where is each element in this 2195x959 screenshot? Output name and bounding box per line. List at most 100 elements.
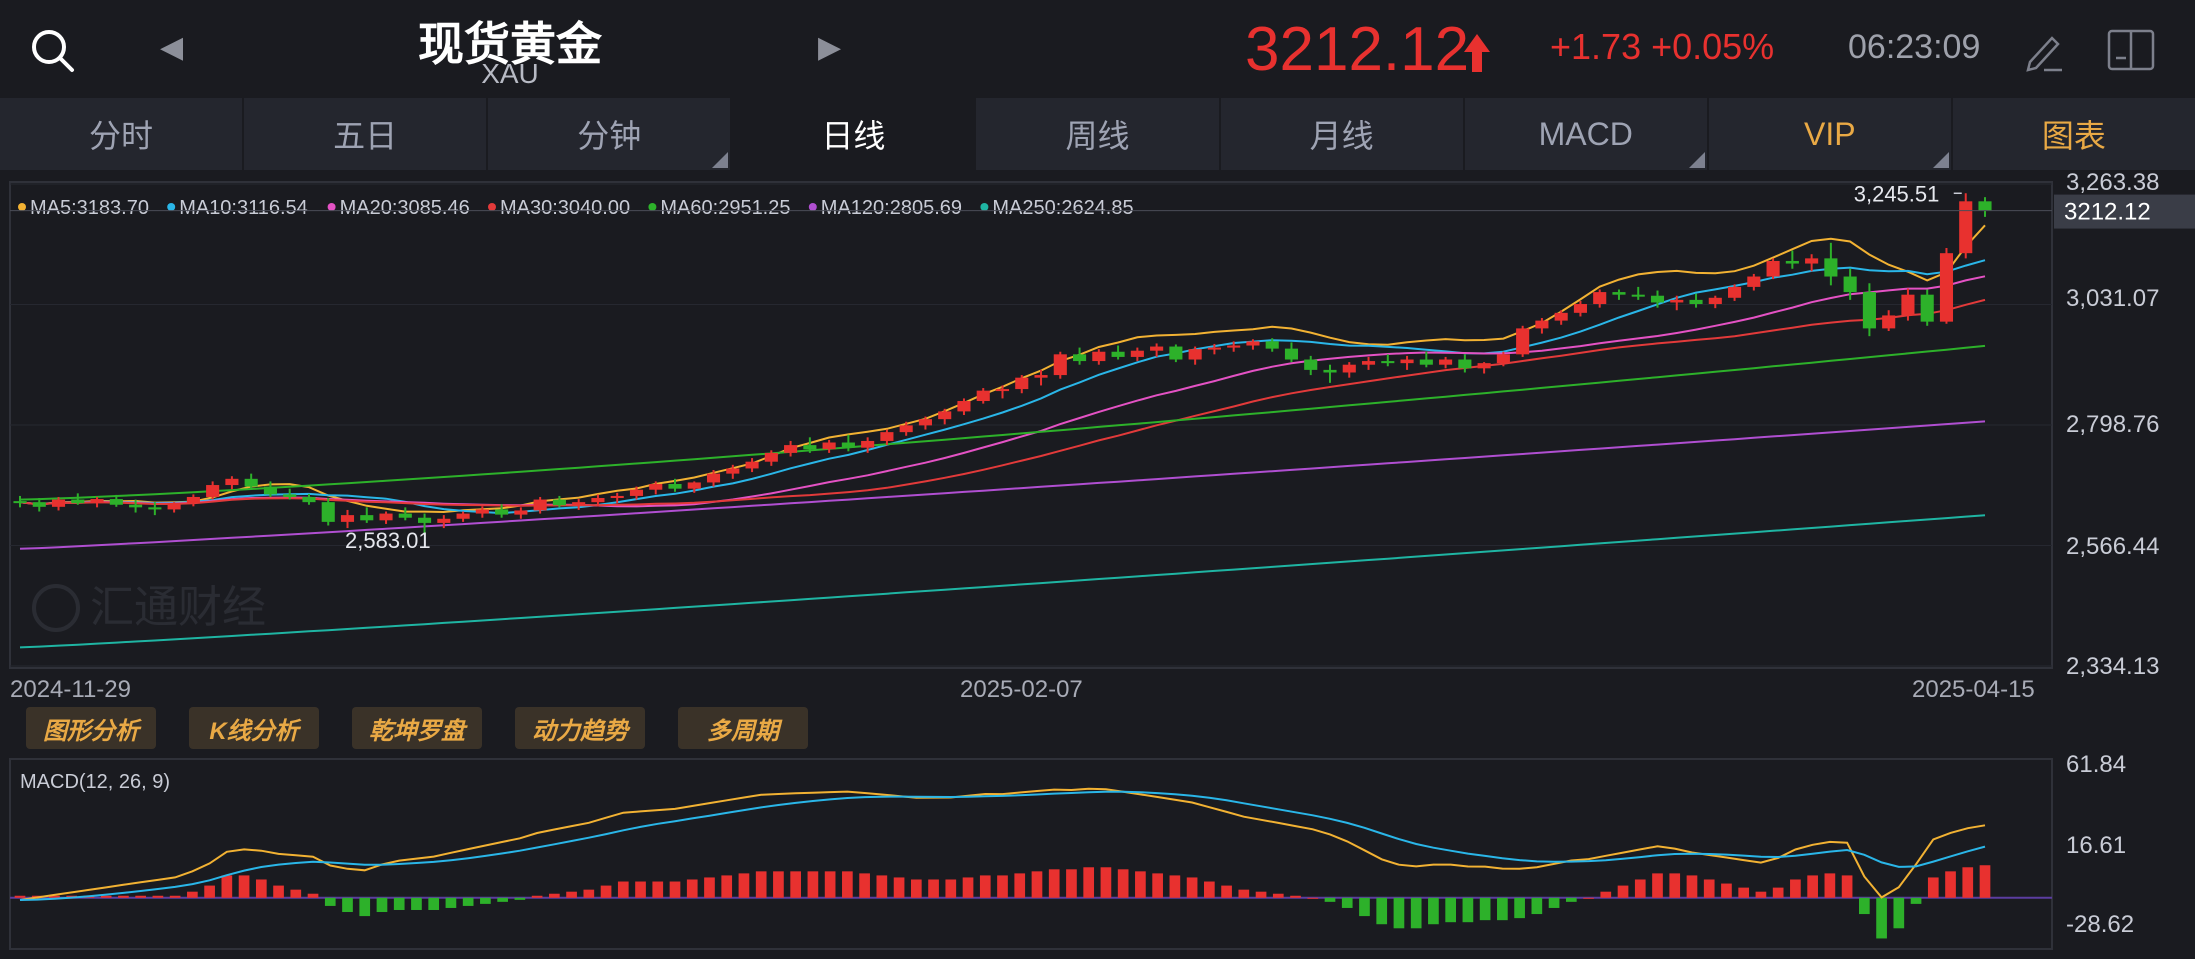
- candle-body[interactable]: [1535, 320, 1549, 329]
- candle-body[interactable]: [1246, 341, 1260, 346]
- tab-0[interactable]: 分时: [0, 98, 245, 170]
- candle-body[interactable]: [167, 503, 181, 510]
- candle-body[interactable]: [1439, 359, 1453, 365]
- candle-body[interactable]: [591, 498, 605, 503]
- candle-body[interactable]: [668, 484, 682, 489]
- tool-multi-period-button[interactable]: 多周期: [678, 707, 808, 749]
- candle-body[interactable]: [1381, 361, 1395, 364]
- candle-body[interactable]: [822, 442, 836, 450]
- candle-body[interactable]: [1708, 297, 1722, 305]
- candle-body[interactable]: [109, 499, 123, 505]
- candle-body[interactable]: [1169, 346, 1183, 360]
- candle-body[interactable]: [1612, 292, 1626, 295]
- candle-body[interactable]: [1015, 377, 1029, 390]
- candle-body[interactable]: [995, 389, 1010, 392]
- candle-body[interactable]: [745, 461, 759, 469]
- candle-body[interactable]: [552, 499, 566, 506]
- candle-body[interactable]: [1689, 299, 1703, 305]
- tool-momentum-button[interactable]: 动力趋势: [515, 707, 645, 749]
- candle-body[interactable]: [340, 515, 355, 522]
- tab-1[interactable]: 五日: [244, 98, 489, 170]
- candle-body[interactable]: [938, 411, 952, 420]
- candle-body[interactable]: [1670, 299, 1684, 303]
- candle-body[interactable]: [976, 390, 990, 402]
- candle-body[interactable]: [533, 499, 547, 511]
- candle-body[interactable]: [51, 499, 66, 507]
- candle-body[interactable]: [1554, 312, 1568, 321]
- candle-body[interactable]: [803, 445, 817, 450]
- candle-body[interactable]: [1053, 354, 1067, 376]
- candle-body[interactable]: [1207, 347, 1221, 350]
- candle-body[interactable]: [244, 478, 258, 487]
- candle-body[interactable]: [1631, 294, 1645, 297]
- candle-body[interactable]: [379, 513, 393, 521]
- candle-body[interactable]: [687, 482, 701, 489]
- candle-body[interactable]: [726, 468, 740, 474]
- next-symbol-icon[interactable]: ▶: [818, 31, 842, 64]
- candle-body[interactable]: [1901, 294, 1915, 316]
- tool-graph-analysis-button[interactable]: 图形分析: [26, 707, 156, 749]
- candle-body[interactable]: [1650, 295, 1665, 303]
- candle-body[interactable]: [1516, 328, 1530, 355]
- candle-body[interactable]: [283, 494, 297, 497]
- candle-body[interactable]: [880, 432, 894, 441]
- candle-body[interactable]: [1073, 354, 1087, 362]
- candle-body[interactable]: [1419, 359, 1433, 365]
- candle-body[interactable]: [899, 425, 913, 433]
- candle-body[interactable]: [841, 442, 855, 448]
- tool-compass-button[interactable]: 乾坤罗盘: [352, 707, 482, 749]
- candle-body[interactable]: [32, 502, 46, 507]
- draw-pen-icon[interactable]: [2022, 28, 2066, 72]
- candle-body[interactable]: [1130, 350, 1144, 357]
- candle-body[interactable]: [1805, 258, 1819, 264]
- candle-body[interactable]: [1304, 359, 1318, 370]
- layout-switch-icon[interactable]: [2106, 28, 2156, 72]
- candle-body[interactable]: [629, 489, 644, 496]
- candle-body[interactable]: [1265, 341, 1279, 349]
- tool-kline-analysis-button[interactable]: K线分析: [189, 707, 319, 749]
- search-icon[interactable]: [28, 26, 78, 76]
- candle-body[interactable]: [1573, 304, 1587, 313]
- tab-7[interactable]: VIP: [1709, 98, 1953, 170]
- tab-8[interactable]: 图表: [1953, 98, 2195, 170]
- candle-body[interactable]: [1361, 361, 1376, 365]
- candle-body[interactable]: [418, 517, 432, 523]
- tab-3[interactable]: 日线: [732, 98, 977, 170]
- candle-body[interactable]: [1496, 354, 1510, 364]
- candle-body[interactable]: [764, 452, 778, 462]
- candle-body[interactable]: [514, 510, 528, 515]
- candle-body[interactable]: [71, 499, 85, 504]
- candle-body[interactable]: [1034, 375, 1048, 378]
- candle-body[interactable]: [1843, 276, 1857, 293]
- candle-body[interactable]: [398, 513, 412, 518]
- candle-body[interactable]: [456, 513, 470, 519]
- candle-body[interactable]: [572, 502, 586, 506]
- candle-body[interactable]: [206, 485, 220, 497]
- tab-2[interactable]: 分钟: [488, 98, 733, 170]
- candle-body[interactable]: [1862, 292, 1876, 329]
- candle-body[interactable]: [861, 440, 875, 448]
- candle-body[interactable]: [1939, 253, 1954, 322]
- candle-body[interactable]: [1150, 346, 1164, 351]
- candle-body[interactable]: [186, 496, 200, 504]
- candle-body[interactable]: [1342, 364, 1356, 373]
- candle-body[interactable]: [1111, 351, 1125, 357]
- tab-5[interactable]: 月线: [1221, 98, 1465, 170]
- candle-body[interactable]: [918, 419, 932, 426]
- candle-body[interactable]: [1477, 363, 1491, 369]
- candle-body[interactable]: [1959, 201, 1973, 254]
- candle-body[interactable]: [1747, 276, 1761, 287]
- candle-body[interactable]: [1785, 260, 1799, 264]
- candle-body[interactable]: [1766, 260, 1780, 277]
- tab-6[interactable]: MACD: [1465, 98, 1709, 170]
- candle-body[interactable]: [1824, 258, 1838, 277]
- candle-body[interactable]: [1458, 359, 1472, 369]
- candle-body[interactable]: [1882, 315, 1896, 329]
- candle-body[interactable]: [706, 473, 721, 483]
- candle-body[interactable]: [649, 484, 663, 490]
- previous-symbol-icon[interactable]: ◀: [160, 31, 184, 64]
- candle-body[interactable]: [13, 501, 27, 504]
- candle-body[interactable]: [1092, 351, 1106, 362]
- candle-body[interactable]: [1400, 359, 1414, 364]
- candle-body[interactable]: [90, 499, 104, 504]
